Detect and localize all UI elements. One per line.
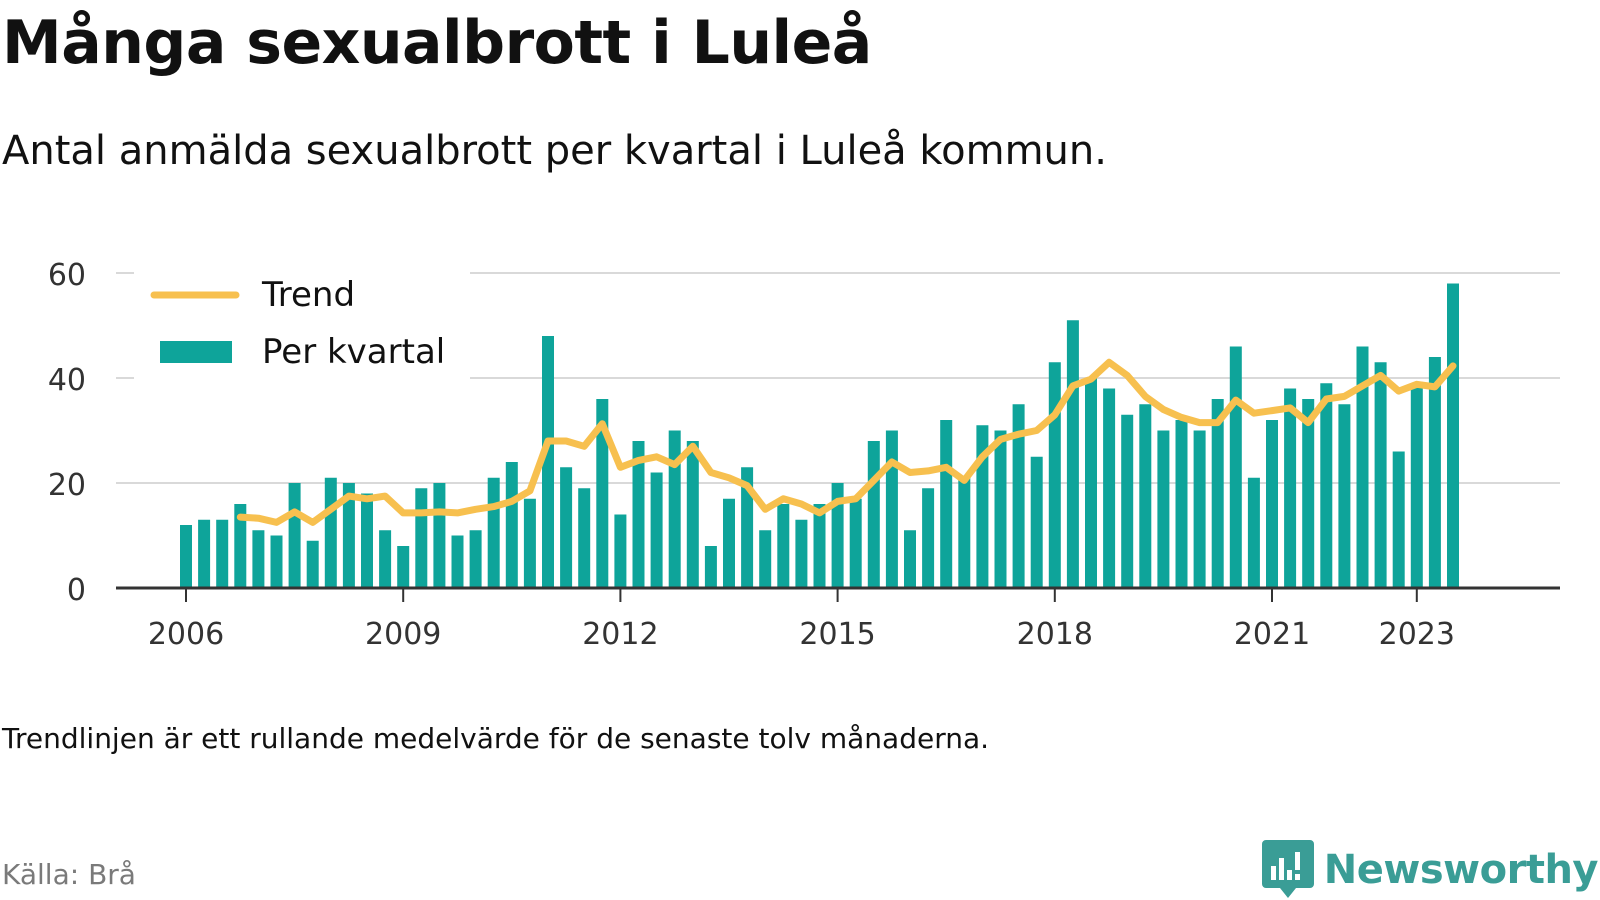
bar <box>234 504 247 588</box>
bar <box>1392 451 1405 588</box>
bar <box>252 530 265 588</box>
footnote: Trendlinjen är ett rullande medelvärde f… <box>2 722 990 755</box>
x-tick-label: 2021 <box>1234 617 1310 652</box>
bar <box>922 488 935 588</box>
bar <box>578 488 591 588</box>
legend-background <box>134 266 470 388</box>
bar <box>1266 420 1278 588</box>
bar <box>1157 430 1170 588</box>
x-tick-label: 2009 <box>365 617 441 652</box>
bar <box>704 546 717 588</box>
bar <box>1139 404 1152 588</box>
bar <box>849 498 862 588</box>
trend-line <box>236 358 1457 526</box>
bar <box>469 530 482 588</box>
bar <box>198 519 211 588</box>
chart-title: Många sexualbrott i Luleå <box>2 8 872 78</box>
brand-name: Newsworthy <box>1323 847 1599 893</box>
bar <box>614 514 627 588</box>
bar <box>1410 383 1423 588</box>
bar <box>777 504 790 588</box>
bar <box>1284 388 1297 588</box>
bar <box>1302 399 1315 588</box>
bar <box>342 483 355 588</box>
chart-subtitle: Antal anmälda sexualbrott per kvartal i … <box>2 128 1107 174</box>
bar <box>1012 404 1025 588</box>
legend-bar-swatch <box>160 341 232 363</box>
brand-logo[interactable]: Newsworthy <box>1261 840 1599 900</box>
bar <box>1193 430 1206 588</box>
bar <box>1356 346 1369 588</box>
bar <box>958 477 971 588</box>
bar <box>867 441 880 588</box>
y-tick-label: 60 <box>48 258 86 293</box>
bar <box>1211 399 1224 588</box>
bar <box>1066 320 1079 588</box>
bar <box>1447 283 1459 588</box>
bar <box>1175 420 1188 588</box>
source-note: Källa: Brå <box>2 858 136 891</box>
bar <box>1247 477 1260 588</box>
legend-bar-label: Per kvartal <box>262 332 445 372</box>
bar <box>487 477 500 588</box>
bar <box>831 483 844 588</box>
trend-series <box>236 358 1457 526</box>
bar <box>940 420 953 588</box>
bar <box>433 483 446 588</box>
bar <box>1030 456 1043 588</box>
y-tick-label: 40 <box>48 363 86 398</box>
bar <box>686 441 699 588</box>
bar <box>523 498 536 588</box>
bar <box>361 493 373 588</box>
bar <box>1338 404 1351 588</box>
bar <box>885 430 898 588</box>
x-tick-label: 2018 <box>1017 617 1093 652</box>
axes: 0 20 40 60 2006 2009 2012 2015 2018 2021 2023 <box>48 258 1560 652</box>
bar <box>904 530 916 588</box>
bar <box>180 525 192 588</box>
bar <box>542 336 554 588</box>
x-tick-label: 2015 <box>799 617 875 652</box>
bar <box>632 441 645 588</box>
bar <box>1229 346 1242 588</box>
x-tick-label: 2006 <box>148 617 224 652</box>
y-tick-label: 20 <box>48 468 86 503</box>
bar <box>288 483 301 588</box>
bar <box>723 498 735 588</box>
bar <box>560 467 573 588</box>
bar <box>379 530 392 588</box>
bar <box>596 399 609 588</box>
x-tick-label: 2012 <box>582 617 658 652</box>
bar <box>1428 357 1441 588</box>
bar <box>324 477 337 588</box>
bar <box>795 519 808 588</box>
bar <box>1085 378 1097 588</box>
bar <box>270 535 283 588</box>
newsworthy-logo-icon <box>1261 840 1314 898</box>
bar <box>397 546 410 588</box>
bar <box>505 462 518 588</box>
legend: Trend Per kvartal <box>134 266 470 388</box>
bar <box>415 488 428 588</box>
bar <box>306 540 319 588</box>
x-tick-label: 2023 <box>1379 617 1455 652</box>
legend-trend-label: Trend <box>261 275 355 315</box>
bar <box>451 535 464 588</box>
bar <box>1374 362 1387 588</box>
y-tick-label: 0 <box>67 573 86 608</box>
bar-line-chart: 0 20 40 60 2006 2009 2012 2015 2018 2021 2023 Tren… <box>48 258 1560 652</box>
bar <box>1103 388 1116 588</box>
bar <box>759 530 772 588</box>
bar <box>1121 414 1134 588</box>
bar <box>216 519 229 588</box>
bar <box>994 430 1007 588</box>
bar <box>813 504 826 588</box>
bar <box>650 472 663 588</box>
bar <box>741 467 754 588</box>
bar <box>1048 362 1061 588</box>
bar <box>668 430 681 588</box>
bar <box>1320 383 1333 588</box>
